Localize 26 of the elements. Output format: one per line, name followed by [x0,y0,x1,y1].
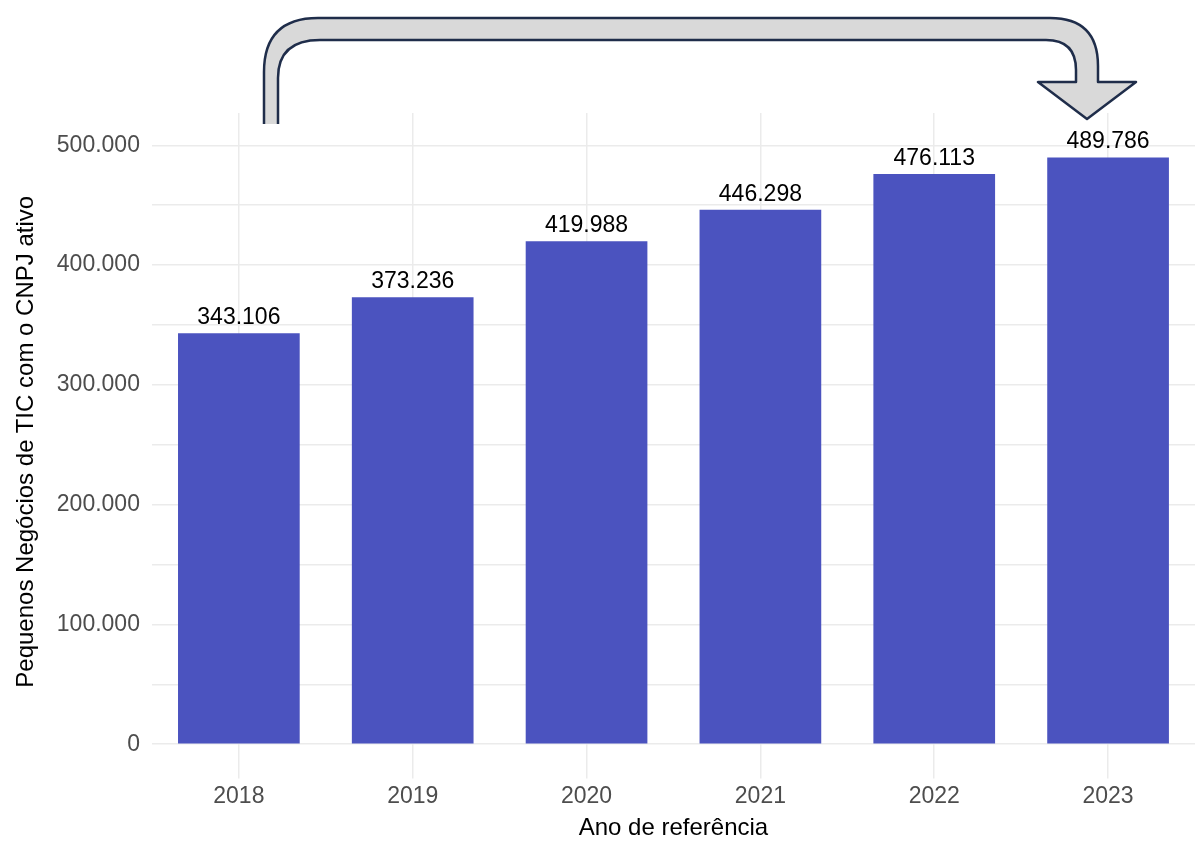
bar [873,173,996,744]
y-tick-label: 300.000 [56,370,140,397]
y-tick-label: 500.000 [56,130,140,157]
data-label: 419.988 [544,211,629,238]
x-tick-label: 2022 [908,781,960,808]
x-tick-label: 2018 [213,781,265,808]
data-label: 476.113 [893,143,975,170]
x-axis-title: Ano de referência [578,813,769,841]
y-tick-label: 100.000 [56,609,140,636]
y-axis-title: Pequenos Negócios de TIC com o CNPJ ativo [11,195,39,688]
data-label: 343.106 [197,303,281,330]
x-tick-label: 2019 [387,781,439,808]
x-tick-label: 2023 [1082,781,1134,808]
data-label: 489.786 [1066,127,1150,154]
data-label: 373.236 [371,267,455,294]
y-tick-label: 400.000 [56,250,140,277]
bar [525,241,648,744]
bar [1047,157,1169,744]
y-tick-label: 200.000 [56,490,140,517]
bar [351,297,474,744]
y-tick-label: 0 [127,729,140,756]
x-tick-label: 2021 [734,781,786,808]
data-label: 446.298 [718,179,802,206]
x-tick-label: 2020 [560,781,613,808]
bar [178,333,300,744]
bar [699,209,822,744]
